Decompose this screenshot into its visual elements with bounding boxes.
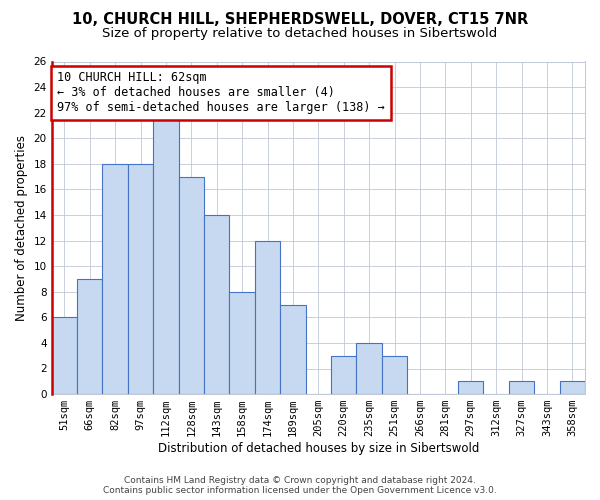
X-axis label: Distribution of detached houses by size in Sibertswold: Distribution of detached houses by size … [158, 442, 479, 455]
Bar [77, 279, 103, 394]
Bar [229, 292, 255, 394]
Bar [560, 382, 585, 394]
Text: Contains HM Land Registry data © Crown copyright and database right 2024.
Contai: Contains HM Land Registry data © Crown c… [103, 476, 497, 495]
Bar [255, 240, 280, 394]
Bar [52, 318, 77, 394]
Bar [509, 382, 534, 394]
Bar [103, 164, 128, 394]
Text: 10 CHURCH HILL: 62sqm
← 3% of detached houses are smaller (4)
97% of semi-detach: 10 CHURCH HILL: 62sqm ← 3% of detached h… [57, 72, 385, 114]
Bar [331, 356, 356, 394]
Bar [128, 164, 153, 394]
Bar [280, 304, 305, 394]
Bar [153, 112, 179, 394]
Bar [458, 382, 484, 394]
Bar [356, 343, 382, 394]
Bar [179, 176, 204, 394]
Y-axis label: Number of detached properties: Number of detached properties [15, 135, 28, 321]
Bar [382, 356, 407, 394]
Bar [204, 215, 229, 394]
Text: 10, CHURCH HILL, SHEPHERDSWELL, DOVER, CT15 7NR: 10, CHURCH HILL, SHEPHERDSWELL, DOVER, C… [72, 12, 528, 28]
Text: Size of property relative to detached houses in Sibertswold: Size of property relative to detached ho… [103, 28, 497, 40]
